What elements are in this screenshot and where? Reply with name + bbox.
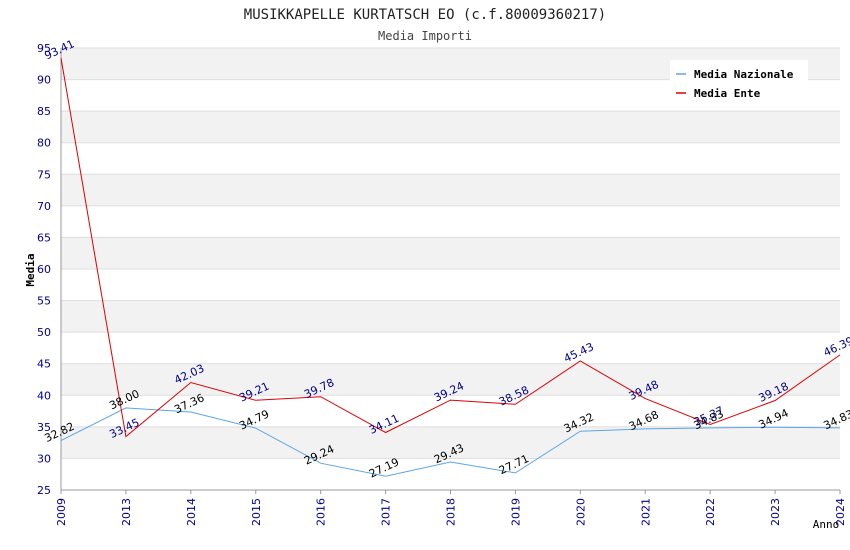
plot-band: [61, 111, 840, 143]
grid-lines: [61, 47, 840, 491]
x-tick-label: 2009: [55, 498, 68, 526]
y-tick-label: 55: [37, 295, 51, 308]
y-tick-label: 95: [37, 42, 51, 55]
plot-band: [61, 142, 840, 175]
x-tick-label: 2024: [834, 498, 847, 526]
legend-box: [670, 60, 808, 102]
x-tick-label: 2019: [509, 498, 522, 526]
series-lines: [60, 57, 841, 477]
chart-subtitle: Media Importi: [378, 29, 472, 43]
y-tick-label: 30: [37, 452, 51, 465]
series-line-media-ente: [60, 57, 841, 438]
y-tick-label: 45: [37, 358, 51, 371]
y-tick-label: 65: [37, 231, 51, 244]
chart-title: MUSIKKAPELLE KURTATSCH EO (c.f.800093602…: [244, 7, 606, 23]
y-tick-label: 85: [37, 105, 51, 118]
y-tick-label: 60: [37, 263, 51, 276]
x-tick-label: 2022: [704, 498, 717, 526]
x-tick-label: 2020: [574, 498, 587, 526]
plot-band: [61, 458, 840, 490]
plot-band: [61, 300, 840, 333]
y-tick-label: 80: [37, 137, 51, 150]
x-tick-label: 2013: [120, 498, 133, 526]
x-tick-label: 2018: [445, 498, 458, 526]
y-axis-label: Media: [24, 253, 37, 286]
y-tick-label: 75: [37, 168, 51, 181]
y-tick-label: 25: [37, 484, 51, 497]
plot-band: [61, 332, 840, 364]
plot-band: [61, 237, 840, 269]
series-line-media-nazionale: [60, 407, 841, 477]
plot-bands: [61, 48, 840, 490]
y-tick-label: 70: [37, 200, 51, 213]
x-tick-label: 2014: [185, 498, 198, 526]
legend-entry: Media Ente: [694, 87, 761, 100]
x-tick-label: 2021: [639, 498, 652, 526]
y-tick-label: 50: [37, 326, 51, 339]
plot-band: [61, 363, 840, 396]
x-tick-label: 2017: [380, 498, 393, 526]
legend-entry: Media Nazionale: [694, 68, 794, 81]
plot-band: [61, 205, 840, 238]
y-tick-label: 35: [37, 421, 51, 434]
plot-band: [61, 174, 840, 206]
x-tick-label: 2023: [769, 498, 782, 526]
y-tick-label: 90: [37, 74, 51, 87]
x-tick-label: 2016: [315, 498, 328, 526]
x-tick-label: 2015: [250, 498, 263, 526]
legend: Media Nazionale Media Ente: [670, 60, 808, 102]
axes: 25 30 35 40 45 50 55 60 65 70 75 80 85 90 95 2009 2013 20…: [37, 42, 847, 526]
y-tick-label: 40: [37, 389, 51, 402]
plot-band: [61, 269, 840, 301]
plot-band: [61, 426, 840, 459]
x-axis-label: Anno: [813, 518, 840, 531]
